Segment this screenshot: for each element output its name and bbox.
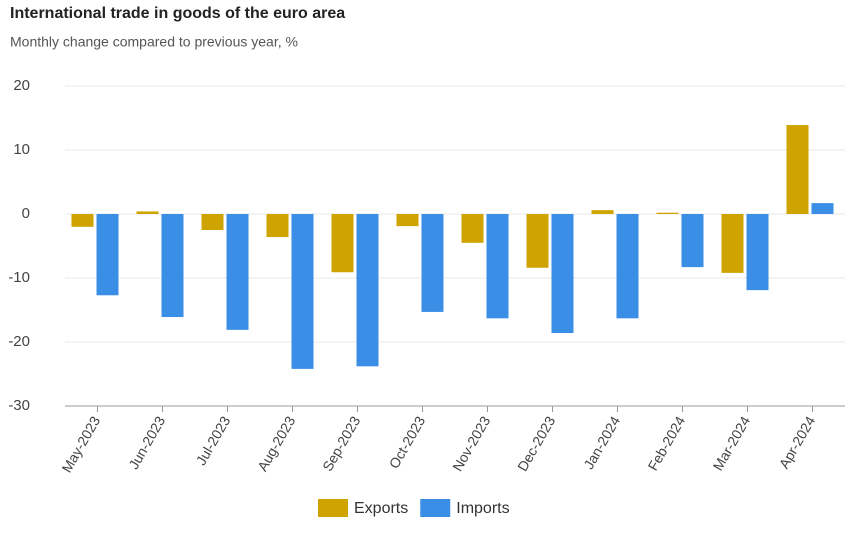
chart-subtitle: Monthly change compared to previous year…: [10, 34, 298, 50]
y-tick-label: -10: [8, 269, 30, 286]
bar: [396, 214, 419, 227]
bar: [291, 214, 314, 369]
bar: [356, 214, 379, 367]
x-tick-label: Feb-2024: [644, 413, 688, 473]
bar: [721, 214, 744, 273]
x-tick-label: Mar-2024: [709, 413, 753, 473]
bar: [591, 210, 614, 214]
bar: [486, 214, 509, 319]
bar: [811, 203, 834, 214]
x-tick-label: Aug-2023: [254, 413, 298, 474]
bar: [266, 214, 289, 238]
x-tick-label: Jan-2024: [580, 413, 623, 472]
x-tick-label: Dec-2023: [514, 413, 558, 474]
y-tick-label: -30: [8, 397, 30, 414]
x-tick-label: Jul-2023: [193, 413, 234, 468]
x-tick-label: Sep-2023: [319, 413, 363, 474]
bar: [421, 214, 444, 312]
y-tick-label: 20: [13, 77, 30, 94]
bar: [71, 214, 94, 227]
bar: [461, 214, 484, 243]
legend-label: Exports: [354, 500, 408, 517]
bar: [616, 214, 639, 319]
chart-title: International trade in goods of the euro…: [10, 5, 345, 22]
bar: [331, 214, 354, 273]
y-tick-label: 0: [22, 205, 30, 222]
y-tick-label: -20: [8, 333, 30, 350]
bar: [786, 125, 809, 214]
x-tick-label: May-2023: [58, 413, 103, 475]
x-tick-label: Oct-2023: [386, 413, 429, 471]
x-tick-label: Nov-2023: [449, 413, 493, 474]
legend-label: Imports: [456, 500, 509, 517]
bar: [161, 214, 184, 318]
bar: [226, 214, 249, 330]
legend-swatch: [318, 499, 348, 517]
bar: [681, 214, 704, 268]
x-tick-label: Apr-2024: [776, 413, 819, 471]
y-tick-label: 10: [13, 141, 30, 158]
bar: [746, 214, 769, 291]
legend-swatch: [420, 499, 451, 517]
x-tick-label: Jun-2023: [125, 413, 168, 472]
bar: [526, 214, 549, 268]
bar: [136, 211, 159, 214]
bar: [656, 212, 679, 214]
bar: [96, 214, 119, 296]
bar: [551, 214, 574, 334]
bar: [201, 214, 224, 230]
